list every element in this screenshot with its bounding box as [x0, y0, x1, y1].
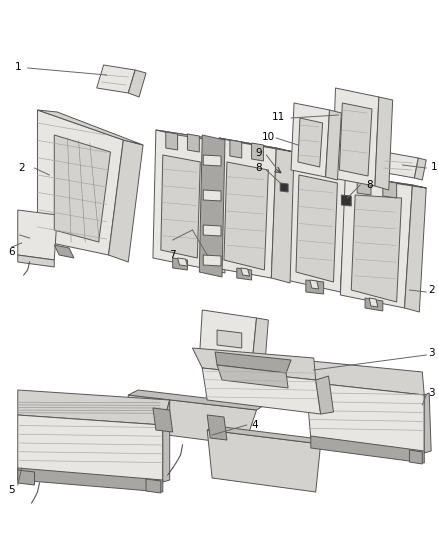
- Polygon shape: [128, 70, 146, 97]
- Polygon shape: [339, 103, 372, 176]
- Text: 7: 7: [170, 250, 176, 260]
- Polygon shape: [414, 158, 426, 180]
- Polygon shape: [301, 360, 424, 395]
- Polygon shape: [237, 268, 251, 280]
- Polygon shape: [177, 258, 187, 266]
- Polygon shape: [325, 110, 341, 180]
- Polygon shape: [203, 225, 221, 236]
- Polygon shape: [340, 175, 413, 308]
- Polygon shape: [280, 183, 288, 192]
- Text: 11: 11: [272, 112, 285, 122]
- Polygon shape: [187, 134, 199, 152]
- Polygon shape: [365, 298, 383, 311]
- Polygon shape: [306, 382, 424, 453]
- Polygon shape: [219, 138, 294, 152]
- Text: 1: 1: [14, 62, 21, 72]
- Text: 2: 2: [428, 285, 435, 295]
- Polygon shape: [38, 110, 143, 145]
- Polygon shape: [301, 158, 316, 174]
- Polygon shape: [291, 103, 329, 177]
- Text: 2: 2: [18, 163, 25, 173]
- Text: 6: 6: [8, 247, 15, 257]
- Polygon shape: [271, 148, 294, 283]
- Polygon shape: [128, 395, 257, 445]
- Polygon shape: [156, 130, 229, 143]
- Text: 3: 3: [428, 388, 435, 398]
- Polygon shape: [18, 468, 163, 492]
- Polygon shape: [296, 175, 337, 282]
- Polygon shape: [381, 152, 418, 178]
- Text: 10: 10: [262, 132, 275, 142]
- Polygon shape: [410, 450, 422, 464]
- Polygon shape: [311, 436, 424, 463]
- Polygon shape: [128, 390, 265, 410]
- Polygon shape: [251, 318, 268, 370]
- Polygon shape: [306, 280, 324, 294]
- Polygon shape: [217, 365, 288, 388]
- Polygon shape: [161, 155, 200, 258]
- Polygon shape: [286, 155, 347, 292]
- Polygon shape: [351, 195, 402, 302]
- Polygon shape: [18, 415, 163, 482]
- Polygon shape: [199, 310, 257, 368]
- Polygon shape: [153, 130, 207, 268]
- Polygon shape: [217, 330, 242, 348]
- Polygon shape: [166, 132, 177, 150]
- Polygon shape: [357, 178, 371, 195]
- Polygon shape: [18, 210, 57, 260]
- Polygon shape: [332, 88, 379, 186]
- Polygon shape: [424, 393, 431, 453]
- Polygon shape: [146, 479, 161, 493]
- Polygon shape: [109, 140, 143, 262]
- Polygon shape: [241, 268, 250, 276]
- Text: 9: 9: [255, 148, 262, 158]
- Polygon shape: [18, 255, 54, 267]
- Polygon shape: [375, 97, 393, 190]
- Polygon shape: [97, 65, 135, 93]
- Text: 1: 1: [431, 162, 438, 172]
- Text: 4: 4: [251, 420, 258, 430]
- Polygon shape: [203, 190, 221, 201]
- Polygon shape: [18, 470, 35, 485]
- Polygon shape: [207, 426, 328, 444]
- Text: 3: 3: [428, 348, 435, 358]
- Polygon shape: [215, 138, 276, 278]
- Polygon shape: [202, 138, 229, 273]
- Polygon shape: [54, 135, 110, 242]
- Polygon shape: [316, 376, 333, 414]
- Polygon shape: [215, 352, 291, 373]
- Polygon shape: [405, 185, 426, 312]
- Polygon shape: [38, 110, 124, 255]
- Polygon shape: [383, 181, 397, 198]
- Polygon shape: [340, 165, 365, 298]
- Polygon shape: [345, 175, 426, 188]
- Polygon shape: [207, 430, 321, 492]
- Polygon shape: [203, 155, 221, 166]
- Polygon shape: [54, 245, 74, 258]
- Text: 8: 8: [367, 180, 373, 190]
- Polygon shape: [224, 162, 268, 270]
- Polygon shape: [203, 255, 221, 266]
- Polygon shape: [192, 348, 316, 380]
- Polygon shape: [207, 415, 227, 440]
- Text: 8: 8: [255, 163, 262, 173]
- Polygon shape: [310, 280, 319, 289]
- Polygon shape: [251, 143, 263, 161]
- Polygon shape: [324, 161, 339, 177]
- Polygon shape: [298, 118, 323, 167]
- Polygon shape: [202, 368, 321, 414]
- Polygon shape: [230, 140, 242, 158]
- Text: 5: 5: [8, 485, 15, 495]
- Polygon shape: [199, 135, 225, 277]
- Polygon shape: [341, 195, 351, 206]
- Polygon shape: [369, 298, 378, 307]
- Polygon shape: [18, 390, 170, 425]
- Polygon shape: [173, 258, 187, 270]
- Polygon shape: [163, 400, 170, 482]
- Polygon shape: [153, 408, 173, 432]
